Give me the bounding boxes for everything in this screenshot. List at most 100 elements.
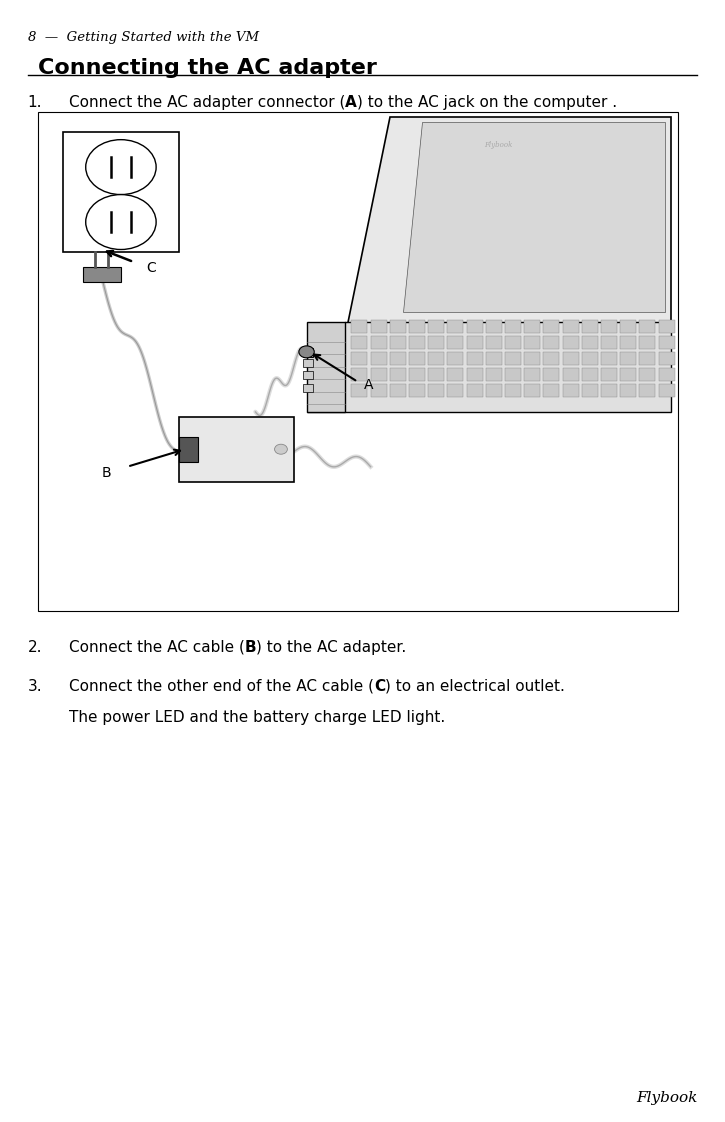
Bar — [563, 321, 579, 333]
Bar — [639, 337, 655, 349]
Bar — [390, 368, 406, 380]
Bar — [409, 385, 425, 397]
Text: The power LED and the battery charge LED light.: The power LED and the battery charge LED… — [69, 710, 445, 725]
Bar — [621, 321, 637, 333]
Text: A: A — [345, 95, 357, 110]
Bar — [303, 384, 313, 392]
Bar — [370, 321, 386, 333]
Bar — [467, 337, 483, 349]
Bar — [370, 337, 386, 349]
Bar — [428, 385, 444, 397]
Bar — [544, 337, 560, 349]
Bar — [390, 321, 406, 333]
Text: Connecting the AC adapter: Connecting the AC adapter — [38, 58, 376, 79]
Bar — [447, 321, 463, 333]
Bar — [370, 385, 386, 397]
Bar — [524, 352, 540, 365]
Polygon shape — [345, 117, 671, 337]
Bar — [639, 368, 655, 380]
Bar — [524, 321, 540, 333]
Bar — [582, 368, 598, 380]
Bar — [178, 436, 198, 462]
Bar — [639, 321, 655, 333]
Bar — [486, 368, 502, 380]
Text: ) to an electrical outlet.: ) to an electrical outlet. — [385, 679, 565, 693]
Bar — [390, 352, 406, 365]
Bar — [428, 321, 444, 333]
Bar — [467, 385, 483, 397]
Bar — [505, 321, 521, 333]
Bar — [563, 385, 579, 397]
Circle shape — [299, 346, 314, 358]
Bar — [544, 352, 560, 365]
Bar — [428, 352, 444, 365]
Text: ) to the AC jack on the computer .: ) to the AC jack on the computer . — [357, 95, 617, 110]
Text: Connect the other end of the AC cable (: Connect the other end of the AC cable ( — [69, 679, 374, 693]
Bar — [659, 385, 675, 397]
Bar — [639, 352, 655, 365]
Text: B: B — [245, 640, 257, 654]
Bar — [352, 385, 368, 397]
Bar — [659, 368, 675, 380]
Bar — [370, 352, 386, 365]
Text: 3.: 3. — [28, 679, 42, 693]
Bar — [428, 337, 444, 349]
Bar — [486, 352, 502, 365]
Bar — [83, 267, 121, 282]
Bar — [63, 132, 178, 252]
Bar — [505, 352, 521, 365]
Bar — [505, 368, 521, 380]
Bar — [303, 348, 313, 357]
Bar — [563, 352, 579, 365]
Text: B: B — [102, 466, 112, 480]
Bar — [563, 337, 579, 349]
Bar — [370, 368, 386, 380]
Text: Flybook: Flybook — [636, 1092, 697, 1105]
Bar — [563, 368, 579, 380]
Bar — [621, 385, 637, 397]
Bar — [659, 321, 675, 333]
Bar — [409, 368, 425, 380]
Bar — [486, 337, 502, 349]
Bar — [601, 337, 617, 349]
Polygon shape — [307, 322, 671, 412]
Bar — [601, 321, 617, 333]
Bar — [467, 368, 483, 380]
Polygon shape — [307, 322, 345, 412]
Bar — [601, 368, 617, 380]
Bar — [303, 359, 313, 367]
Bar — [447, 385, 463, 397]
Text: Flybook: Flybook — [484, 141, 513, 149]
Bar — [467, 352, 483, 365]
Text: ) to the AC adapter.: ) to the AC adapter. — [257, 640, 407, 654]
Bar — [352, 321, 368, 333]
Bar — [505, 337, 521, 349]
Bar — [524, 368, 540, 380]
Circle shape — [86, 139, 156, 194]
Bar — [544, 321, 560, 333]
Bar — [352, 352, 368, 365]
Text: C: C — [146, 261, 157, 275]
Bar — [38, 112, 678, 611]
Bar — [582, 337, 598, 349]
Bar — [544, 385, 560, 397]
Bar — [601, 352, 617, 365]
Bar — [303, 371, 313, 379]
Text: A: A — [364, 378, 373, 393]
Bar — [639, 385, 655, 397]
Text: 1.: 1. — [28, 95, 42, 110]
Bar — [582, 352, 598, 365]
Circle shape — [275, 444, 287, 454]
Polygon shape — [402, 122, 665, 312]
Bar — [486, 321, 502, 333]
Text: 8  —  Getting Started with the VM: 8 — Getting Started with the VM — [28, 31, 259, 45]
Bar — [544, 368, 560, 380]
Bar — [621, 368, 637, 380]
Text: C: C — [374, 679, 385, 693]
Circle shape — [86, 194, 156, 249]
Bar — [582, 321, 598, 333]
Bar — [621, 337, 637, 349]
Bar — [352, 337, 368, 349]
Text: 2.: 2. — [28, 640, 42, 654]
Bar — [486, 385, 502, 397]
